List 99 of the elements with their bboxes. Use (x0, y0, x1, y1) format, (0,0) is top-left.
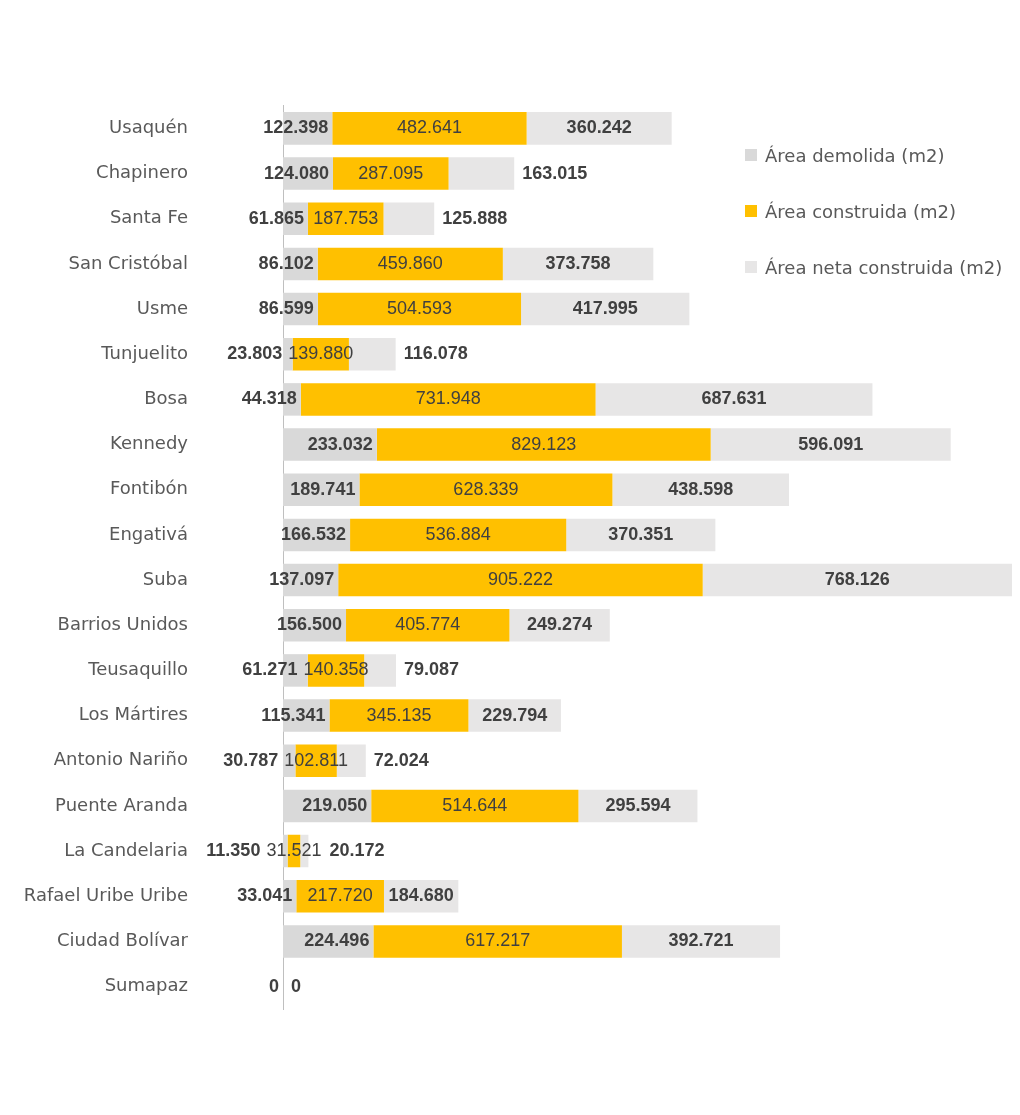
bar (612, 473, 790, 507)
data-label: 392.721 (668, 930, 734, 951)
data-label: 219.050 (302, 794, 368, 815)
data-label: 224.496 (304, 930, 370, 951)
data-label: 187.753 (313, 207, 379, 228)
data-label: 72.024 (373, 749, 429, 770)
data-label: 482.641 (396, 117, 462, 138)
data-label: 459.860 (377, 252, 443, 273)
data-label: 156.500 (276, 614, 343, 635)
bar (332, 157, 449, 190)
data-label: 373.758 (545, 252, 611, 273)
data-label: 360.242 (566, 117, 632, 138)
data-label: 79.087 (404, 659, 460, 680)
data-label: 514.644 (442, 794, 508, 815)
bar (371, 789, 579, 823)
bar (373, 925, 622, 958)
data-label: 115.341 (261, 704, 326, 725)
data-label: 768.126 (824, 569, 890, 590)
y-tick-label: Tunjuelito (100, 341, 188, 363)
data-label: 504.593 (386, 298, 453, 319)
y-tick-label: Usme (136, 296, 188, 318)
data-label: 124.080 (263, 162, 329, 183)
bar (376, 428, 711, 461)
y-tick-label: Ciudad Bolívar (56, 929, 189, 951)
bar (359, 473, 613, 507)
data-label: 249.274 (527, 614, 593, 635)
y-tick-label: Usaquén (109, 116, 188, 138)
data-label: 61.271 (242, 659, 298, 680)
data-label: 295.594 (605, 794, 671, 815)
data-label: 536.884 (425, 523, 491, 544)
data-label: 163.015 (522, 162, 588, 183)
data-label: 217.720 (307, 885, 373, 906)
y-tick-label: San Cristóbal (68, 251, 188, 273)
data-label: 628.339 (453, 478, 519, 499)
data-label: 0 (268, 975, 279, 996)
data-label: 125.888 (442, 207, 508, 228)
data-label: 405.774 (395, 614, 461, 635)
legend-label: Área demolida (m2) (765, 144, 945, 166)
bar (448, 157, 515, 190)
bar (338, 563, 703, 597)
y-tick-label: Kennedy (110, 432, 189, 454)
data-label: 731.948 (415, 388, 481, 409)
data-label: 0 (291, 975, 302, 996)
data-label: 30.787 (223, 749, 279, 770)
y-tick-label: Puente Aranda (55, 793, 188, 815)
legend-label: Área neta construida (m2) (765, 256, 1003, 278)
data-label: 86.599 (258, 298, 314, 319)
bar (595, 383, 873, 416)
y-tick-label: Antonio Nariño (53, 748, 188, 770)
data-label: 23.803 (227, 343, 283, 364)
data-label: 86.102 (258, 252, 314, 273)
data-label: 233.032 (307, 433, 373, 454)
y-tick-label: Suba (142, 567, 188, 589)
y-tick-label: Barrios Unidos (57, 612, 188, 634)
bar (317, 292, 522, 326)
data-label: 229.794 (482, 704, 548, 725)
bar (317, 247, 503, 281)
y-tick-label: La Candelaria (64, 838, 188, 860)
y-tick-label: Los Mártires (78, 703, 188, 725)
y-tick-label: Rafael Uribe Uribe (23, 883, 188, 905)
y-tick-label: Sumapaz (104, 974, 188, 996)
data-label: 287.095 (358, 162, 424, 183)
bar (526, 112, 672, 145)
bar (300, 383, 596, 416)
bar (346, 608, 510, 642)
data-label: 829.123 (511, 433, 577, 454)
data-label: 189.741 (290, 478, 356, 499)
data-label: 417.995 (572, 298, 638, 319)
bar (702, 563, 1012, 597)
data-label: 61.865 (248, 207, 304, 228)
data-label: 438.598 (668, 478, 734, 499)
data-label: 905.222 (487, 569, 553, 590)
data-label: 687.631 (701, 388, 767, 409)
y-tick-label: Chapinero (96, 161, 188, 183)
y-tick-label: Engativá (109, 522, 188, 544)
bar (383, 202, 435, 235)
bar (329, 699, 469, 732)
data-label: 617.217 (465, 930, 531, 951)
y-tick-label: Fontibón (109, 477, 188, 499)
data-label: 33.041 (237, 885, 293, 906)
bar (332, 112, 527, 145)
data-label: 345.135 (366, 704, 432, 725)
bar (621, 925, 781, 958)
y-tick-label: Teusaquillo (87, 658, 188, 680)
data-label: 166.532 (280, 523, 347, 544)
data-label: 44.318 (241, 388, 297, 409)
legend-label: Área construida (m2) (765, 200, 956, 222)
data-label: 11.350 (206, 840, 261, 861)
y-tick-label: Bosa (144, 387, 188, 409)
data-label: 20.172 (329, 840, 385, 861)
bar (350, 518, 567, 552)
data-label: 596.091 (798, 433, 864, 454)
bar (710, 428, 951, 461)
data-label: 370.351 (608, 523, 674, 544)
data-label: 122.398 (263, 117, 329, 138)
data-label: 116.078 (403, 343, 468, 364)
y-tick-label: Santa Fe (109, 206, 188, 228)
data-label: 184.680 (388, 885, 454, 906)
data-label: 137.097 (269, 569, 335, 590)
